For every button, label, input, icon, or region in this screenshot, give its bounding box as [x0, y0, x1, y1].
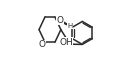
Text: OH: OH [59, 38, 73, 47]
Text: H: H [68, 23, 73, 29]
Text: O: O [57, 16, 64, 25]
Text: O: O [38, 40, 45, 49]
Text: O: O [65, 40, 72, 49]
